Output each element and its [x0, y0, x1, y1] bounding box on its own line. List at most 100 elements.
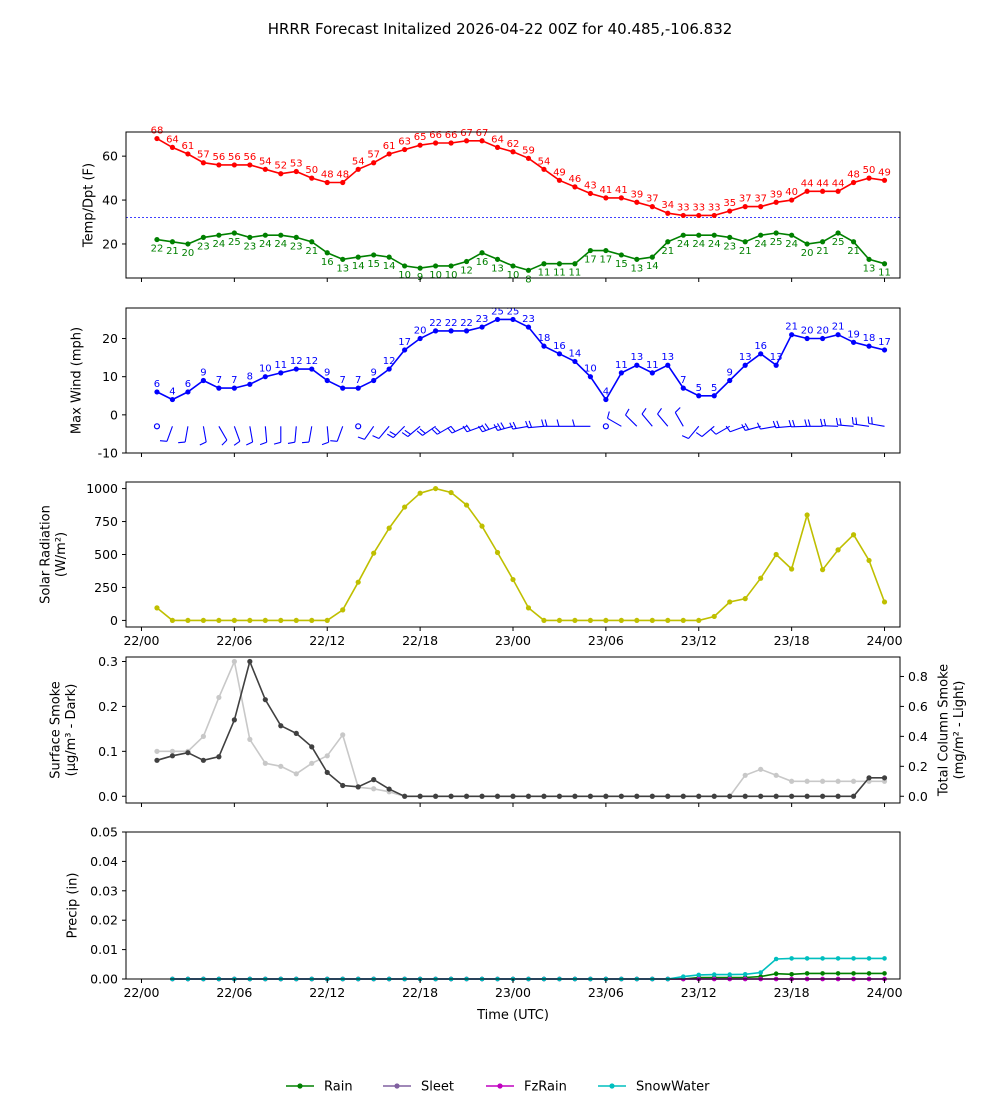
solar-radiation-point: [262, 617, 268, 624]
solar-radiation-point: [340, 607, 346, 613]
total-column-smoke-point: [200, 733, 206, 739]
wind-barb: [357, 425, 375, 440]
max-wind-point: [649, 370, 655, 376]
dewpoint-data-label: 10: [445, 270, 458, 281]
dewpoint-point: [386, 254, 392, 260]
total-column-smoke-point: [789, 778, 795, 784]
surface-smoke-point: [262, 697, 268, 703]
temperature-point: [758, 204, 764, 210]
dewpoint-data-label: 14: [352, 261, 365, 272]
solar-radiation-point: [820, 567, 826, 573]
max-wind-point: [494, 316, 501, 323]
max-wind-data-label: 6: [185, 379, 191, 390]
y-tick-label: 0.02: [90, 913, 118, 928]
solar-radiation-point: [200, 617, 206, 624]
temperature-point: [402, 146, 408, 153]
dewpoint-point: [247, 234, 253, 240]
dewpoint-data-label: 24: [785, 239, 798, 250]
x-tick-label: 23/06: [588, 985, 624, 1000]
temperature-data-label: 33: [708, 202, 721, 213]
max-wind-data-label: 25: [491, 306, 504, 317]
max-wind-data-label: 7: [680, 375, 686, 386]
y-tick-label: 0.01: [90, 942, 118, 957]
snowwater-line: [172, 957, 885, 980]
precip-panel-frame: [125, 831, 901, 980]
max-wind-point: [556, 351, 563, 357]
temperature-data-label: 52: [274, 161, 287, 172]
solar-radiation-point: [278, 617, 284, 624]
snowwater-point: [804, 956, 810, 961]
temperature-data-label: 66: [429, 130, 442, 141]
wind-barb: [641, 407, 653, 427]
snowwater-point: [758, 970, 763, 975]
temperature-data-label: 67: [460, 128, 473, 139]
y-axis-label: Precip (in): [66, 873, 81, 939]
wind-barb: [321, 426, 330, 446]
solar-radiation-point: [324, 617, 330, 624]
temperature-data-label: 46: [569, 174, 582, 185]
surface-smoke-point: [556, 793, 563, 799]
snowwater-point: [727, 972, 733, 977]
wind-barb: [478, 423, 498, 433]
surface-smoke-point: [371, 777, 377, 783]
wind-barb: [462, 424, 483, 433]
surface-smoke-point: [340, 782, 346, 789]
max-wind-data-label: 16: [754, 341, 767, 352]
max-wind-point: [510, 316, 516, 323]
surface-smoke-point: [200, 757, 206, 763]
dewpoint-point: [789, 232, 795, 238]
temperature-data-label: 57: [367, 150, 380, 161]
dewpoint-data-label: 24: [754, 239, 767, 250]
temperature-data-label: 65: [414, 132, 427, 143]
dewpoint-point: [479, 250, 485, 256]
dewpoint-data-label: 16: [476, 257, 489, 268]
dewpoint-data-label: 24: [213, 239, 226, 250]
y-tick-label-right: 0.4: [908, 729, 928, 744]
max-wind-point: [525, 324, 532, 330]
wind-barb: [525, 420, 545, 429]
wind-barb: [725, 425, 746, 433]
dewpoint-point: [820, 239, 826, 245]
dewpoint-point: [154, 236, 160, 243]
max-wind-point: [680, 385, 686, 391]
surface-smoke-point: [309, 744, 315, 750]
temperature-point: [262, 166, 268, 172]
surface-smoke-point: [433, 793, 439, 799]
solar-radiation-point: [665, 617, 671, 624]
snowwater-point: [696, 972, 702, 978]
surface-smoke-point: [231, 717, 237, 723]
temperature-data-label: 56: [213, 152, 226, 163]
max-wind-point: [247, 381, 253, 387]
wind-panel-frame: [125, 307, 901, 454]
dewpoint-data-label: 14: [646, 261, 659, 272]
total-column-smoke-point: [169, 748, 176, 754]
y-tick-label: 20: [102, 331, 118, 346]
dewpoint-data-label: 16: [321, 257, 334, 268]
wind-barb: [493, 422, 514, 431]
temperature-data-label: 50: [863, 165, 876, 176]
max-wind-data-label: 9: [324, 368, 330, 379]
precip-panel: 22/00 22/06 22/12 22/18 23/00 23/06 23/12 23/18…: [66, 825, 903, 1024]
temperature-point: [572, 184, 578, 190]
temperature-data-label: 43: [584, 180, 597, 191]
max-wind-data-label: 9: [727, 368, 733, 379]
dewpoint-point: [634, 256, 640, 262]
chart-title: HRRR Forecast Initalized 2026-04-22 00Z …: [268, 20, 733, 38]
temperature-point: [820, 188, 826, 194]
max-wind-point: [742, 362, 748, 368]
wind-barb: [756, 422, 777, 430]
y-tick-label-right: 0.6: [908, 699, 928, 714]
max-wind-data-label: 10: [259, 364, 272, 375]
solar-radiation-point: [216, 617, 222, 624]
wind-barb: [772, 420, 792, 429]
max-wind-point: [618, 370, 624, 376]
max-wind-point: [448, 328, 454, 334]
wind-barb: [330, 426, 344, 442]
dewpoint-point: [371, 252, 377, 258]
snowwater-point: [773, 956, 779, 962]
surface-smoke-point: [603, 793, 609, 799]
y-tick-label: 1000: [86, 481, 118, 496]
wind-barb: [287, 426, 297, 444]
